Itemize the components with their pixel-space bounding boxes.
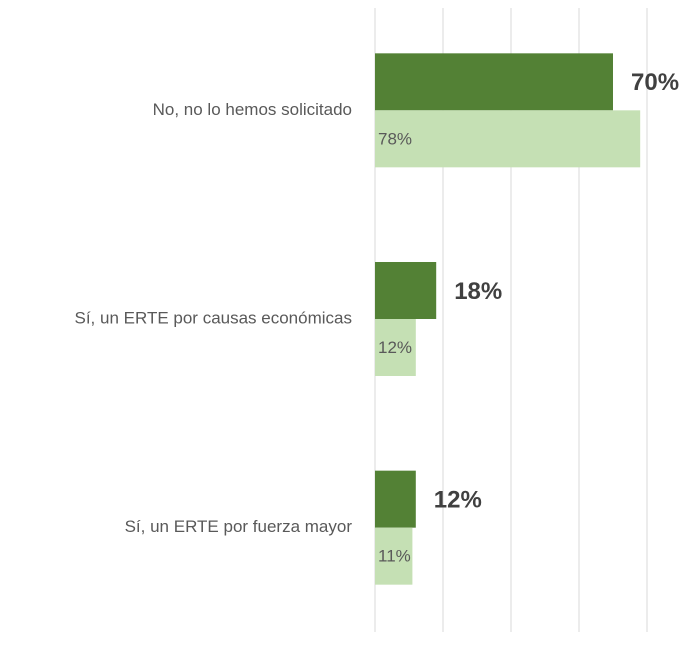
value-label: 12% [378,338,412,357]
bar [375,527,413,585]
bar [375,262,437,319]
bar [375,110,641,168]
category-label: Sí, un ERTE por fuerza mayor [125,517,353,536]
bar [375,53,613,111]
bar [375,319,416,376]
category-label: Sí, un ERTE por causas económicas [75,308,353,327]
value-label: 70% [631,69,679,96]
category-label: No, no lo hemos solicitado [153,100,352,119]
value-label: 11% [378,547,411,566]
value-label: 78% [378,129,412,148]
value-label: 12% [434,487,482,514]
bar [375,470,416,528]
value-label: 18% [454,278,502,305]
